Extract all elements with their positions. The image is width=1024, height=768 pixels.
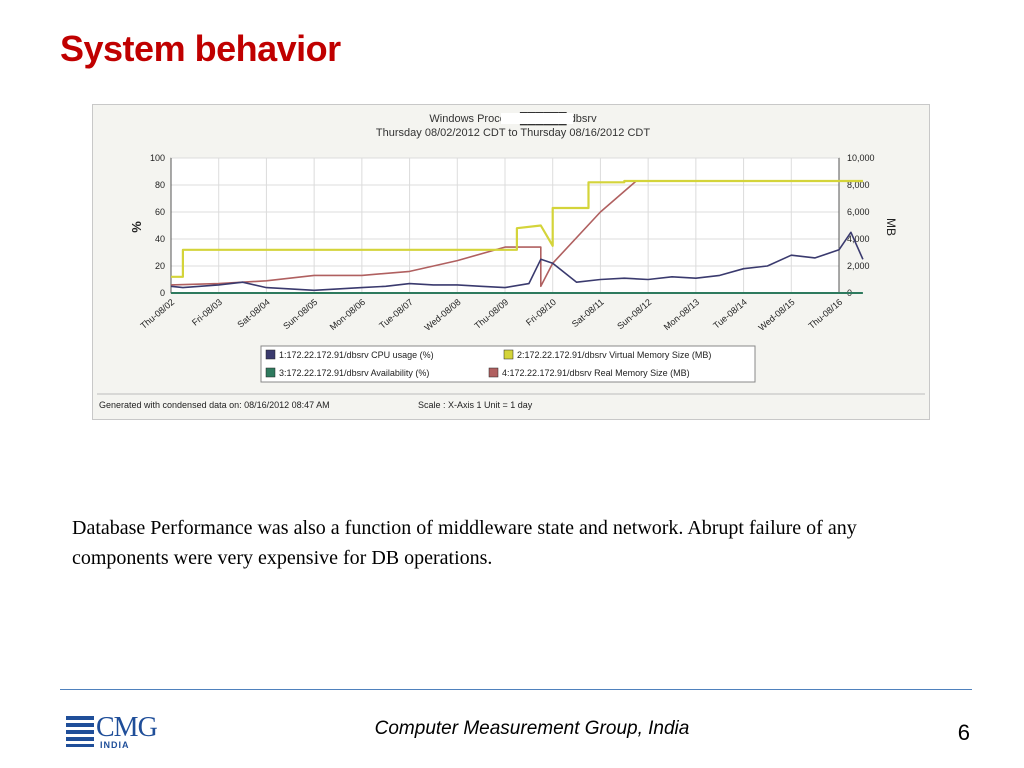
y-right-tick-label: 6,000	[847, 207, 870, 217]
x-tick-label: Wed-08/08	[423, 297, 463, 333]
chart-footer-generated: Generated with condensed data on: 08/16/…	[99, 400, 330, 410]
y-left-tick-label: 0	[160, 288, 165, 298]
legend-label-availability: 3:172.22.172.91/dbsrv Availability (%)	[279, 368, 429, 378]
x-tick-label: Thu-08/16	[806, 297, 844, 331]
legend-swatch-availability	[265, 367, 276, 378]
page-number: 6	[957, 720, 970, 745]
x-tick-label: Mon-08/13	[662, 297, 701, 332]
y-right-label: MB	[884, 218, 898, 236]
y-left-tick-label: 80	[155, 180, 165, 190]
y-right-tick-label: 4,000	[847, 234, 870, 244]
legend-swatch-real-memory	[488, 367, 499, 378]
chart-subtitle: Thursday 08/02/2012 CDT to Thursday 08/1…	[376, 127, 650, 139]
x-tick-label: Tue-08/07	[377, 297, 415, 331]
x-tick-label: Mon-08/06	[328, 297, 367, 332]
redaction-block	[501, 113, 573, 124]
logo-text: CMG	[96, 712, 158, 743]
x-tick-label: Sat-08/11	[570, 297, 606, 329]
series-line-real-memory	[170, 180, 863, 288]
x-tick-label: Sun-08/12	[615, 297, 653, 331]
x-tick-label: Thu-08/02	[138, 297, 176, 331]
x-tick-label: Sun-08/05	[281, 297, 319, 331]
legend: 1:172.22.172.91/dbsrv CPU usage (%) 2:17…	[260, 345, 756, 383]
line-chart: Windows Process ██████/dbsrv Thursday 08…	[97, 111, 925, 410]
y-left-tick-label: 40	[155, 234, 165, 244]
x-tick-label: Fri-08/10	[524, 297, 558, 328]
cmg-logo-stripes-icon	[66, 716, 94, 747]
x-tick-label: Wed-08/15	[757, 297, 797, 333]
y-left-tick-label: 100	[150, 153, 165, 163]
legend-label-cpu: 1:172.22.172.91/dbsrv CPU usage (%)	[279, 350, 434, 360]
series-line-cpu	[170, 231, 864, 292]
series	[170, 179, 864, 294]
logo-subtext: INDIA	[100, 740, 130, 750]
x-tick-label: Tue-08/14	[711, 297, 749, 331]
x-tick-label: Thu-08/09	[472, 297, 510, 331]
y-left-tick-label: 20	[155, 261, 165, 271]
body-paragraph: Database Performance was also a function…	[72, 517, 857, 569]
series-line-virtual-memory	[171, 179, 863, 278]
y-left-label: %	[129, 221, 144, 233]
chart-panel: Windows Process ██████/dbsrv Thursday 08…	[92, 104, 930, 420]
legend-label-real-memory: 4:172.22.172.91/dbsrv Real Memory Size (…	[502, 368, 690, 378]
chart-footer-scale: Scale : X-Axis 1 Unit = 1 day	[418, 400, 533, 410]
y-left-tick-label: 60	[155, 207, 165, 217]
x-tick-label: Fri-08/03	[190, 297, 224, 328]
grid	[170, 157, 840, 294]
y-right-tick-label: 8,000	[847, 180, 870, 190]
footer-divider	[60, 689, 972, 690]
legend-swatch-virtual-memory	[503, 349, 514, 360]
legend-swatch-cpu	[265, 349, 276, 360]
slide-title: System behavior	[60, 28, 341, 69]
legend-label-virtual-memory: 2:172.22.172.91/dbsrv Virtual Memory Siz…	[517, 350, 711, 360]
y-right-tick-label: 2,000	[847, 261, 870, 271]
footer-text: Computer Measurement Group, India	[374, 718, 690, 739]
y-right-tick-label: 10,000	[847, 153, 875, 163]
cmg-logo: CMG INDIA	[66, 712, 178, 752]
x-tick-label: Sat-08/04	[235, 297, 271, 330]
